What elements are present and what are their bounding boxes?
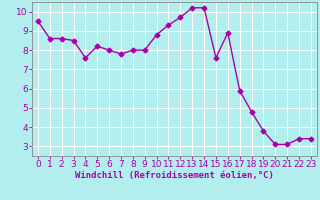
X-axis label: Windchill (Refroidissement éolien,°C): Windchill (Refroidissement éolien,°C) [75,171,274,180]
